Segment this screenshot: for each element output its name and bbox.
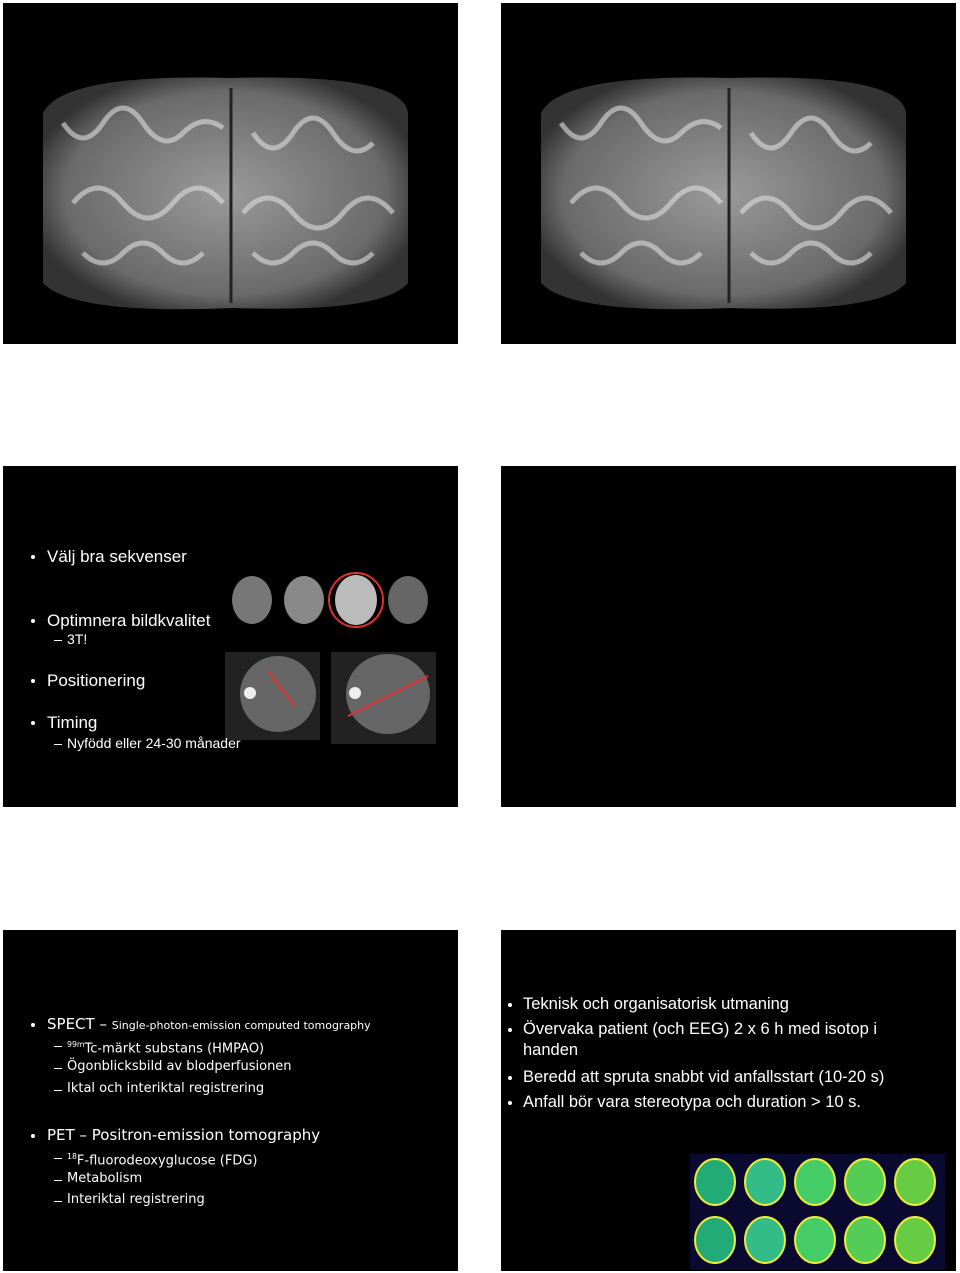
slide: 2 ½ år <box>3 3 458 344</box>
sub-bullet: 18F-fluorodeoxyglucose (FDG) <box>67 1149 258 1170</box>
sub-marker <box>54 1068 62 1070</box>
sub-marker <box>54 1158 62 1160</box>
bullet-marker <box>508 1003 512 1008</box>
bullet-marker <box>31 721 35 726</box>
sub-text: Nyfödd eller 24-30 månader <box>67 735 241 751</box>
mri-image <box>43 77 408 310</box>
bullet-marker <box>31 679 35 684</box>
sub-bullet: Nyfödd eller 24-30 månader <box>67 734 241 752</box>
sub-bullet: Interiktal registrering <box>67 1192 205 1209</box>
slide-title: 2 ½ år <box>3 3 77 33</box>
bullet-marker <box>31 1023 35 1028</box>
bullet-text: Anfall bör vara stereotypa och duration … <box>523 1093 861 1111</box>
sub-text: Metabolism <box>67 1171 143 1186</box>
bullet-text: Positionering <box>47 671 146 690</box>
sub-text: Tc-märkt substans (HMPAO) <box>84 1041 265 1057</box>
slide-title: Isotop-neuroimaging <box>3 930 259 961</box>
bullet-marker <box>31 555 35 560</box>
sub-bullet: Iktal och interiktal registrering <box>67 1081 264 1098</box>
bullet: Välj bra sekvenser <box>47 546 247 568</box>
bullet-head: SPECT – <box>47 1015 107 1033</box>
bullet: Teknisk och organisatorisk utmaning <box>523 994 923 1015</box>
sub-bullet: 3T! <box>67 630 87 648</box>
sub-text: Iktal och interiktal registrering <box>67 1081 265 1096</box>
spect-image <box>690 1154 945 1270</box>
sub-bullet: Ögonblicksbild av blodperfusionen <box>67 1059 292 1076</box>
bullet-marker <box>31 1134 35 1139</box>
bullet: Beredd att spruta snabbt vid anfallsstar… <box>523 1067 923 1088</box>
sub-bullet: 99mTc-märkt substans (HMPAO) <box>67 1037 264 1058</box>
slide: 2 ½ år <box>501 3 956 344</box>
bullet: Övervaka patient (och EEG) 2 x 6 h med i… <box>523 1019 923 1062</box>
bullet-head: PET – <box>47 1126 87 1144</box>
slide-title: Optimera bildtagning <box>3 466 243 496</box>
bullet-marker <box>508 1076 512 1081</box>
superscript: 99m <box>67 1040 85 1049</box>
bullet: Anfall bör vara stereotypa och duration … <box>523 1092 923 1113</box>
sub-text: Ögonblicksbild av blodperfusionen <box>67 1059 292 1074</box>
bullet-text: Timing <box>47 713 98 732</box>
sub-marker <box>54 1090 62 1092</box>
mri-thumbnails <box>225 572 436 744</box>
sub-marker <box>54 743 62 745</box>
bullet: PET – Positron-emission tomography <box>47 1126 447 1146</box>
sub-marker <box>54 1201 62 1203</box>
bullet: SPECT – Single-photon-emission computed … <box>47 1015 447 1036</box>
sub-marker <box>54 1046 62 1048</box>
sub-text: Interiktal registrering <box>67 1192 205 1207</box>
bullet-text: Single-photon-emission computed tomograp… <box>111 1019 371 1032</box>
slide-title: 2 ½ år <box>501 3 575 33</box>
bullet: Positionering <box>47 670 247 692</box>
bullet-text: Välj bra sekvenser <box>47 547 187 566</box>
slide: Iktal SPECT Teknisk och organisatorisk ut… <box>501 930 956 1271</box>
bullet: Optimnera bildkvalitet <box>47 610 247 632</box>
sub-marker <box>54 1180 62 1182</box>
sub-bullet: Metabolism <box>67 1171 142 1188</box>
mri-image <box>541 77 906 310</box>
sub-marker <box>54 639 62 641</box>
slide: Optimera bildtagning Välj bra sekvenser Op… <box>3 466 458 807</box>
bullet-text: Beredd att spruta snabbt vid anfallsstar… <box>523 1068 885 1086</box>
slide <box>501 466 956 807</box>
bullet-marker <box>508 1101 512 1106</box>
slide: Isotop-neuroimaging SPECT – Single-photon… <box>3 930 458 1271</box>
bullet: Timing <box>47 712 247 734</box>
bullet-marker <box>508 1028 512 1033</box>
bullet-text: Teknisk och organisatorisk utmaning <box>523 995 789 1013</box>
sub-text: 3T! <box>67 631 88 647</box>
bullet-text: Positron-emission tomography <box>91 1126 321 1144</box>
superscript: 18 <box>67 1152 77 1161</box>
bullet-text: Optimnera bildkvalitet <box>47 611 211 630</box>
bullet-text: Övervaka patient (och EEG) 2 x 6 h med i… <box>523 1020 878 1060</box>
slide-title: Iktal SPECT <box>501 930 654 961</box>
bullet-marker <box>31 619 35 624</box>
sub-text: F-fluorodeoxyglucose (FDG) <box>76 1153 258 1169</box>
